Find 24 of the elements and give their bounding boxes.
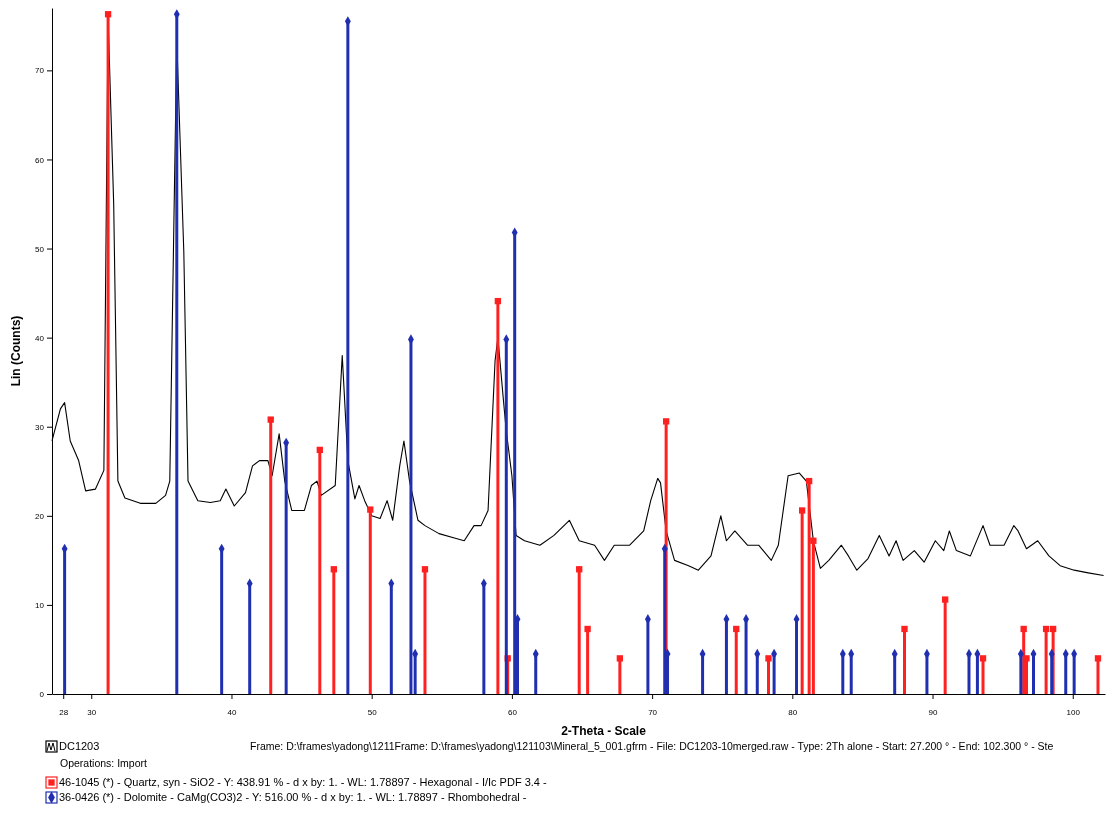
x-tick-label: 28 — [59, 707, 69, 717]
x-axis-title: 2-Theta - Scale — [561, 724, 647, 738]
y-tick-label: 0 — [39, 690, 45, 700]
x-tick-label: 80 — [788, 707, 798, 717]
legend-label: 36-0426 (*) - Dolomite - CaMg(CO3)2 - Y: 516.00 % - d x by: 1. - WL: 1.78897 - Rhombohedral - — [59, 791, 527, 803]
y-tick-label: 50 — [35, 244, 45, 254]
x-tick-label: 90 — [928, 707, 939, 717]
y-axis-title: Lin (Counts) — [9, 315, 23, 387]
legend-label: DC1203 — [59, 740, 100, 752]
x-tick-label: 50 — [367, 707, 378, 717]
x-tick-label: 60 — [507, 707, 518, 717]
x-tick-label: 70 — [648, 707, 658, 717]
y-tick-label: 60 — [35, 155, 45, 165]
x-tick-label: 40 — [227, 707, 237, 717]
x-tick-label: 100 — [1066, 707, 1081, 717]
text: Frame: D:\frames\yadong\1211Frame: D:\frames\yadong\121103\Mineral_5_001.gfrm - File: DC1203-10merged.raw - Type: 2Th alone - Start: 27.200 ° - End: 102.300 ° - Ste — [250, 740, 1054, 752]
x-tick-label: 30 — [87, 707, 97, 717]
y-tick-label: 30 — [35, 422, 45, 432]
text: Operations: Import — [60, 757, 148, 769]
legend-label: 46-1045 (*) - Quartz, syn - SiO2 - Y: 438.91 % - d x by: 1. - WL: 1.78897 - Hexagonal - I/Ic PDF 3.4 - — [59, 776, 548, 788]
y-tick-label: 70 — [35, 66, 45, 76]
y-tick-label: 10 — [35, 600, 45, 610]
y-tick-label: 20 — [35, 511, 45, 521]
y-tick-label: 40 — [35, 333, 45, 343]
